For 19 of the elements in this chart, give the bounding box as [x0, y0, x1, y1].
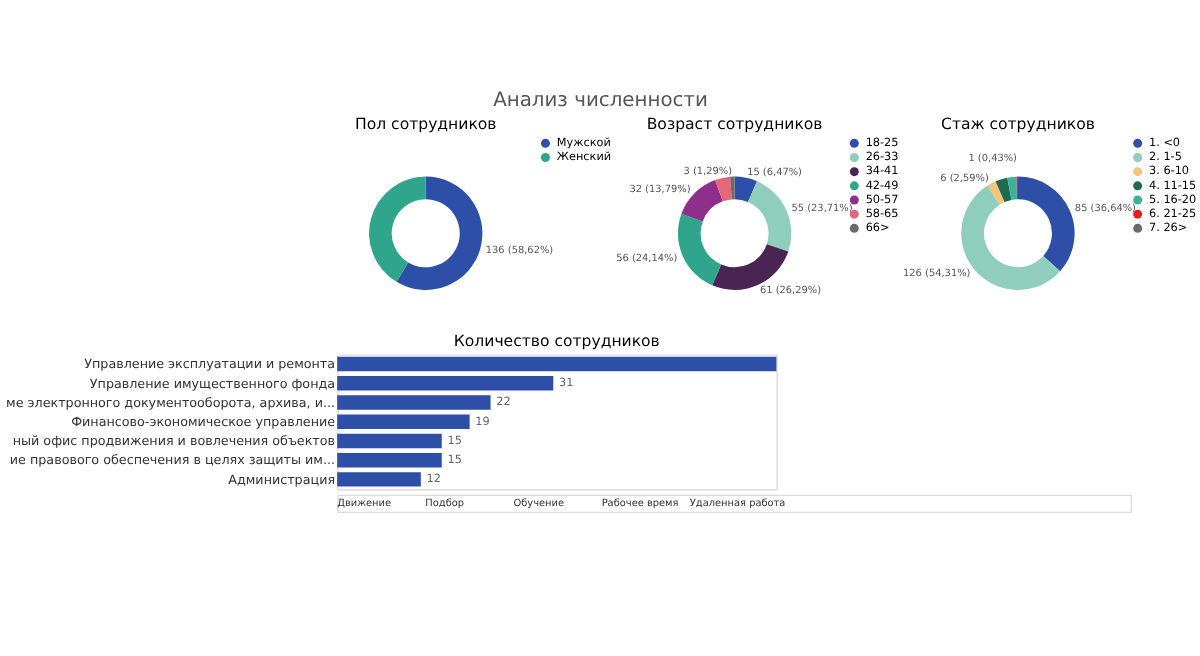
bar — [337, 452, 442, 468]
donut-slice — [734, 176, 757, 203]
bar — [337, 376, 554, 391]
bar — [337, 414, 470, 429]
bar — [337, 472, 421, 487]
donut-slice — [1017, 176, 1075, 272]
donut-slice — [729, 176, 735, 200]
bar — [337, 356, 777, 372]
donut-slice — [396, 176, 483, 290]
donut-slice — [369, 176, 426, 282]
donut-slice — [715, 176, 732, 202]
donut-slice — [987, 181, 1005, 205]
donut-slice — [1007, 176, 1018, 200]
donut-slice — [748, 181, 792, 252]
donut-slice — [677, 213, 722, 286]
text: Анализ численности — [493, 90, 708, 113]
bar — [337, 395, 491, 410]
bar — [337, 433, 442, 449]
donut-slice — [995, 177, 1012, 203]
